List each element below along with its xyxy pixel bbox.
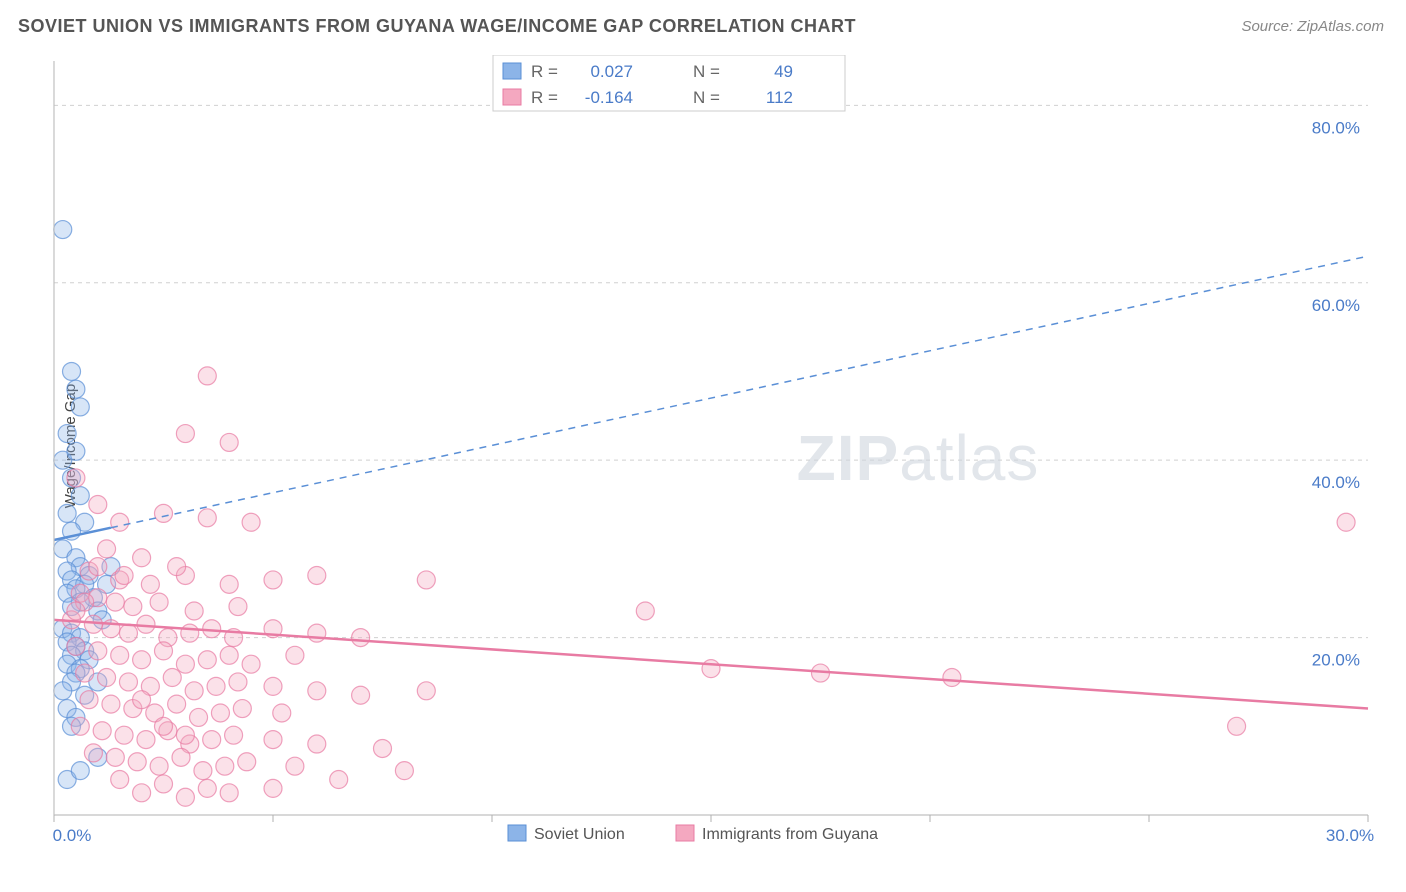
svg-text:112: 112 [766,88,793,107]
svg-text:R =: R = [531,88,558,107]
svg-text:-0.164: -0.164 [585,88,633,107]
scatter-chart: 20.0% 40.0% 60.0% 80.0% ZIPatlas 0.0% 30.0% R =… [48,55,1388,845]
legend-stats: R = 0.027 N = 49 R = -0.164 N = 112 [493,55,845,111]
svg-text:R =: R = [531,62,558,81]
bottom-legend: Soviet Union Immigrants from Guyana [508,825,878,843]
svg-text:30.0%: 30.0% [1326,826,1374,845]
svg-text:N =: N = [693,88,720,107]
chart-title: SOVIET UNION VS IMMIGRANTS FROM GUYANA W… [18,16,856,37]
source-label: Source: ZipAtlas.com [1241,18,1384,35]
svg-text:20.0%: 20.0% [1312,651,1360,670]
svg-text:Soviet Union: Soviet Union [534,826,625,843]
svg-text:N =: N = [693,62,720,81]
svg-text:0.0%: 0.0% [53,826,92,845]
series-1 [63,367,1356,806]
svg-text:49: 49 [774,62,793,81]
svg-text:Immigrants from Guyana: Immigrants from Guyana [702,826,878,843]
svg-text:ZIPatlas: ZIPatlas [797,422,1040,494]
svg-text:60.0%: 60.0% [1312,296,1360,315]
svg-text:40.0%: 40.0% [1312,473,1360,492]
svg-text:0.027: 0.027 [590,62,633,81]
svg-text:80.0%: 80.0% [1312,118,1360,137]
